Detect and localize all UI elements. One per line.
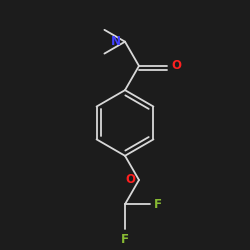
Text: O: O xyxy=(171,60,181,72)
Text: N: N xyxy=(110,35,120,48)
Text: F: F xyxy=(154,198,162,211)
Text: O: O xyxy=(125,172,135,186)
Text: F: F xyxy=(121,233,129,246)
